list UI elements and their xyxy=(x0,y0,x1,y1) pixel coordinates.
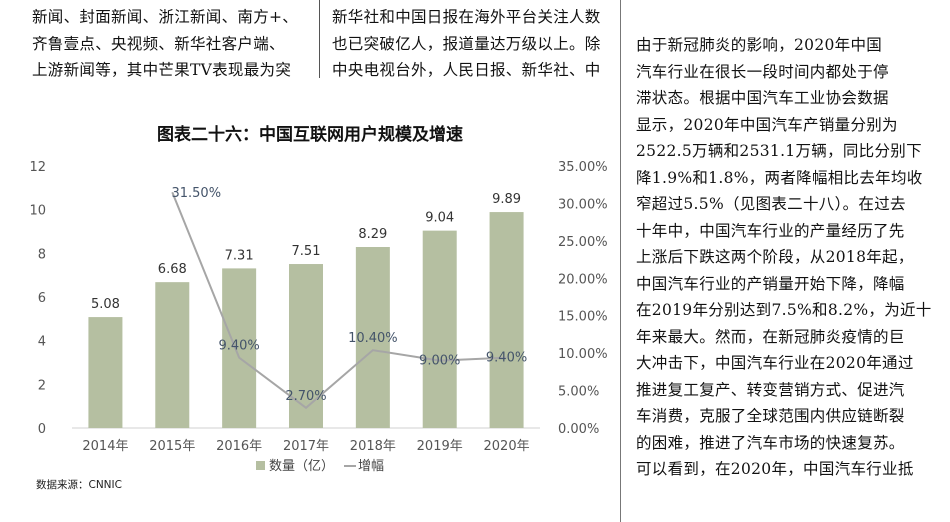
bar-value-label: 7.31 xyxy=(225,248,254,263)
y-left-tick-label: 8 xyxy=(38,247,46,262)
right-column-line: 显示，2020年中国汽车产销量分别为 xyxy=(636,115,898,134)
column-divider-right xyxy=(620,0,621,522)
bar-value-label: 5.08 xyxy=(91,297,120,312)
y-left-tick-label: 6 xyxy=(38,291,46,306)
right-column-line: 车消费，克服了全球范围内供应链断裂 xyxy=(636,407,905,425)
y-right-tick-label: 10.00% xyxy=(558,347,608,362)
bar xyxy=(422,230,457,428)
bar-value-label: 9.04 xyxy=(425,211,454,226)
right-column-line: 2522.5万辆和2531.1万辆，同比分别下 xyxy=(636,142,922,160)
growth-value-label: 10.40% xyxy=(348,331,398,346)
y-right-tick-label: 20.00% xyxy=(558,272,608,287)
growth-value-label: 9.40% xyxy=(486,351,527,366)
legend-bar-swatch xyxy=(256,461,265,470)
column-divider-left xyxy=(319,0,320,78)
right-text-column: 由于新冠肺炎的影响，2020年中国 汽车行业在很长一段时间内都处于停 滞状态。根据中… xyxy=(636,32,932,483)
growth-value-label: 9.40% xyxy=(218,339,259,354)
growth-value-label: 9.00% xyxy=(419,354,460,369)
growth-line xyxy=(171,191,507,410)
right-column-line: 窄超过5.5%（见图表二十八）。在过去 xyxy=(636,195,906,213)
right-column-line: 降1.9%和1.8%，两者降幅相比去年均收 xyxy=(636,168,923,187)
y-left-tick-label: 4 xyxy=(38,335,46,350)
legend-line-label: 增幅 xyxy=(358,459,384,474)
bar xyxy=(355,247,390,428)
right-column-line: 汽车行业在很长一段时间内都处于停 xyxy=(636,62,889,81)
left-column-line: 齐鲁壹点、央视频、新华社客户端、 xyxy=(32,34,285,53)
x-tick-label: 2014年 xyxy=(82,439,128,454)
right-column-line: 可以看到，在2020年，中国汽车行业抵 xyxy=(636,460,914,478)
y-left-tick-label: 2 xyxy=(38,378,46,393)
right-column-line: 推进复工复产、转变营销方式、促进汽 xyxy=(636,380,905,399)
bar xyxy=(222,268,257,428)
right-column-line: 滞状态。根据中国汽车工业协会数据 xyxy=(636,89,889,107)
middle-column-line: 中央电视台外，人民日报、新华社、中 xyxy=(332,61,601,79)
bar xyxy=(289,264,323,428)
x-tick-label: 2016年 xyxy=(216,439,262,454)
bar xyxy=(155,282,190,428)
bar xyxy=(88,317,123,428)
data-source: 数据来源：CNNIC xyxy=(36,479,122,491)
chart-title: 图表二十六：中国互联网用户规模及增速 xyxy=(157,125,463,145)
middle-column-line: 也已突破亿人，报道量达万级以上。除 xyxy=(332,34,601,53)
bar-value-label: 6.68 xyxy=(158,262,187,277)
bar-value-label: 8.29 xyxy=(358,227,387,242)
left-column-line: 新闻、封面新闻、浙江新闻、南方+、 xyxy=(32,8,299,26)
y-left-tick-label: 0 xyxy=(38,422,46,437)
left-text-column: 新闻、封面新闻、浙江新闻、南方+、 齐鲁壹点、央视频、新华社客户端、 上游新闻等，其… xyxy=(32,4,317,84)
y-right-tick-label: 0.00% xyxy=(558,422,599,437)
right-column-line: 十年中，中国汽车行业的产量经历了先 xyxy=(636,221,905,240)
y-right-tick-label: 5.00% xyxy=(558,385,599,400)
x-tick-label: 2019年 xyxy=(417,439,463,454)
x-tick-label: 2018年 xyxy=(350,439,396,454)
right-column-line: 年来最大。然而，在新冠肺炎疫情的巨 xyxy=(636,327,905,346)
bar-value-label: 7.51 xyxy=(292,244,321,259)
right-column-line: 的困难，推进了汽车市场的快速复苏。 xyxy=(636,433,905,452)
middle-column-line: 新华社和中国日报在海外平台关注人数 xyxy=(332,8,601,26)
left-column-line: 上游新闻等，其中芒果TV表现最为突 xyxy=(32,61,292,79)
right-column-line: 由于新冠肺炎的影响，2020年中国 xyxy=(636,36,883,54)
right-column-line: 中国汽车行业的产销量开始下降，降幅 xyxy=(636,274,905,293)
chart: 0 2 4 6 8 10 12 0.00% 5.00% 10.00% 15.00% 20.00% 25.… xyxy=(29,160,608,474)
middle-text-column: 新华社和中国日报在海外平台关注人数 也已突破亿人，报道量达万级以上。除 中央电视台外… xyxy=(332,4,617,84)
y-right-tick-label: 35.00% xyxy=(558,160,608,175)
y-left-tick-label: 12 xyxy=(29,160,46,175)
x-tick-label: 2015年 xyxy=(149,439,195,454)
legend-bar-label: 数量（亿） xyxy=(269,459,334,474)
right-column-line: 在2019年分别达到7.5%和8.2%，为近十 xyxy=(636,301,932,319)
right-column-line: 上涨后下跌这两个阶段，从2018年起， xyxy=(636,248,914,266)
y-right-tick-label: 25.00% xyxy=(558,235,608,250)
growth-value-label: 31.50% xyxy=(171,186,221,201)
y-right-tick-label: 30.00% xyxy=(558,197,608,212)
x-tick-label: 2020年 xyxy=(484,439,530,454)
bar xyxy=(489,212,524,428)
right-column-line: 大冲击下，中国汽车行业在2020年通过 xyxy=(636,354,914,372)
y-left-tick-label: 10 xyxy=(29,204,46,219)
x-tick-label: 2017年 xyxy=(283,439,329,454)
y-right-tick-label: 15.00% xyxy=(558,310,608,325)
growth-value-label: 2.70% xyxy=(285,389,326,404)
bar-value-label: 9.89 xyxy=(492,192,521,207)
